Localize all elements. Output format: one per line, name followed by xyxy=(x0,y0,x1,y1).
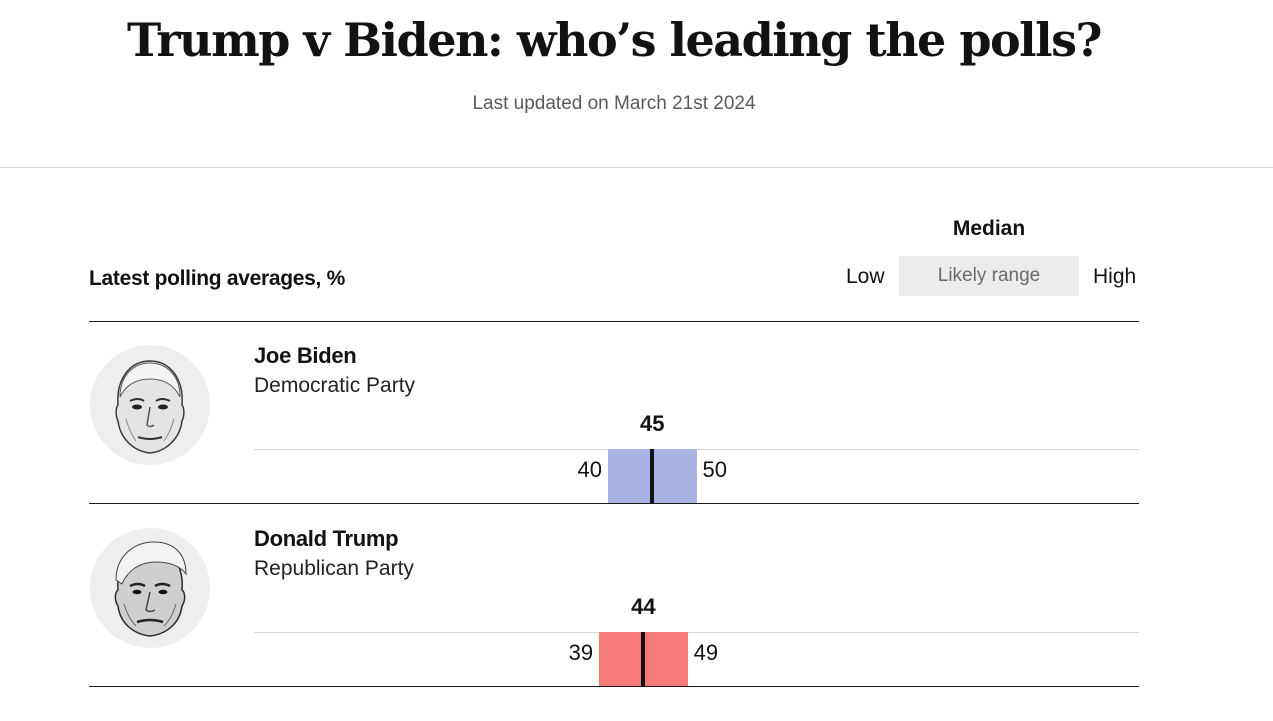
low-label: 39 xyxy=(568,640,594,665)
trump-portrait xyxy=(90,528,210,648)
candidate-name: Donald Trump xyxy=(254,526,399,551)
table-bottom-rule xyxy=(89,686,1139,687)
candidate-name: Joe Biden xyxy=(254,343,357,368)
median-label: 44 xyxy=(631,594,656,619)
legend-likely-range: Likely range xyxy=(899,256,1079,296)
table-top-rule xyxy=(89,321,1139,322)
biden-portrait xyxy=(90,345,210,465)
header-divider xyxy=(0,167,1273,168)
last-updated: Last updated on March 21st 2024 xyxy=(472,93,756,114)
candidate-party: Democratic Party xyxy=(254,374,416,397)
page-title: Trump v Biden: who’s leading the polls? xyxy=(127,13,1102,67)
candidate-party: Republican Party xyxy=(254,557,414,580)
median-marker xyxy=(650,449,655,503)
chart-title: Latest polling averages, % xyxy=(89,267,345,290)
legend-high: High xyxy=(1093,265,1137,288)
axis-line xyxy=(254,632,1139,633)
high-label: 50 xyxy=(702,457,727,482)
axis-line xyxy=(254,449,1139,450)
median-label: 45 xyxy=(640,411,665,436)
high-label: 49 xyxy=(693,640,719,665)
median-marker xyxy=(641,632,646,686)
row-divider xyxy=(89,503,1139,504)
low-label: 40 xyxy=(577,457,602,482)
legend-median: Median xyxy=(952,217,1026,240)
legend-low: Low xyxy=(846,265,885,288)
